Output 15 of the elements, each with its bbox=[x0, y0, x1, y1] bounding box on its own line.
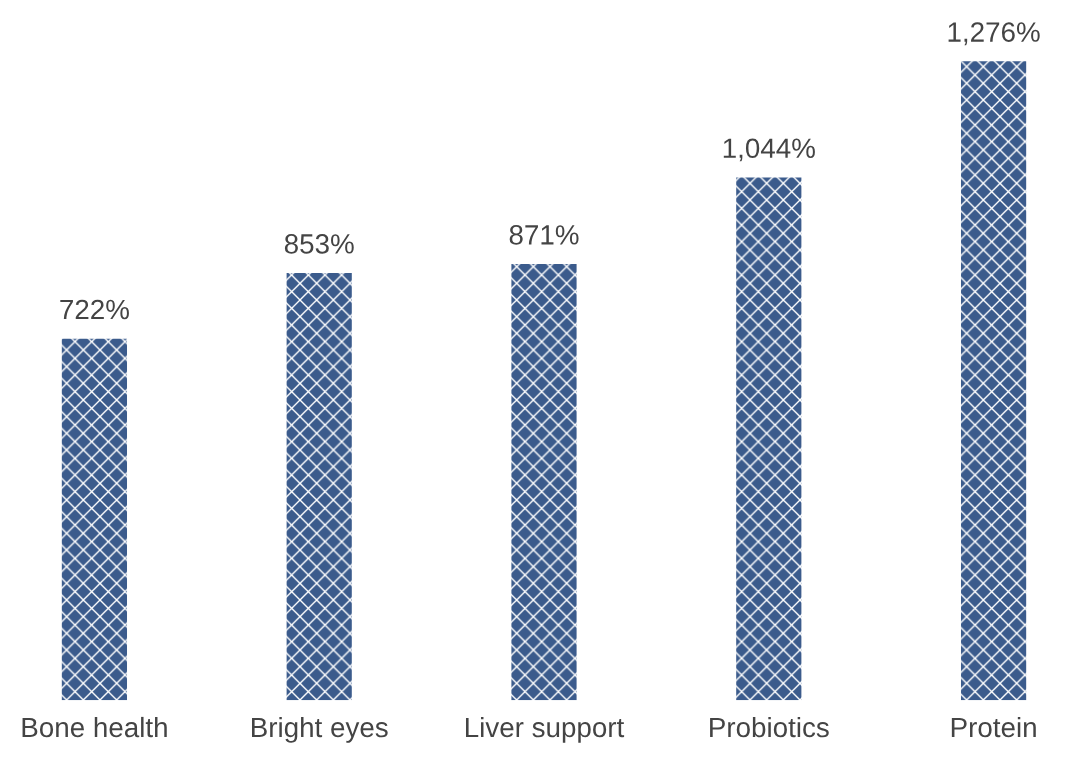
data-label: 1,276% bbox=[948, 22, 1040, 46]
data-label: 722% bbox=[60, 299, 129, 320]
x-tick-label: Bright eyes bbox=[252, 716, 388, 743]
bar bbox=[61, 338, 128, 701]
data-label: 853% bbox=[284, 234, 354, 254]
bar bbox=[736, 177, 802, 701]
x-tick-label: Liver support bbox=[466, 716, 625, 743]
x-tick-label: Bone health bbox=[22, 716, 167, 738]
bar bbox=[511, 264, 577, 701]
x-tick-label: Probiotics bbox=[710, 716, 829, 738]
x-tick-label: Protein bbox=[951, 716, 1036, 738]
data-label: 1,044% bbox=[723, 138, 815, 162]
bar bbox=[960, 61, 1027, 701]
bar bbox=[286, 273, 352, 701]
data-label: 871% bbox=[509, 225, 579, 245]
